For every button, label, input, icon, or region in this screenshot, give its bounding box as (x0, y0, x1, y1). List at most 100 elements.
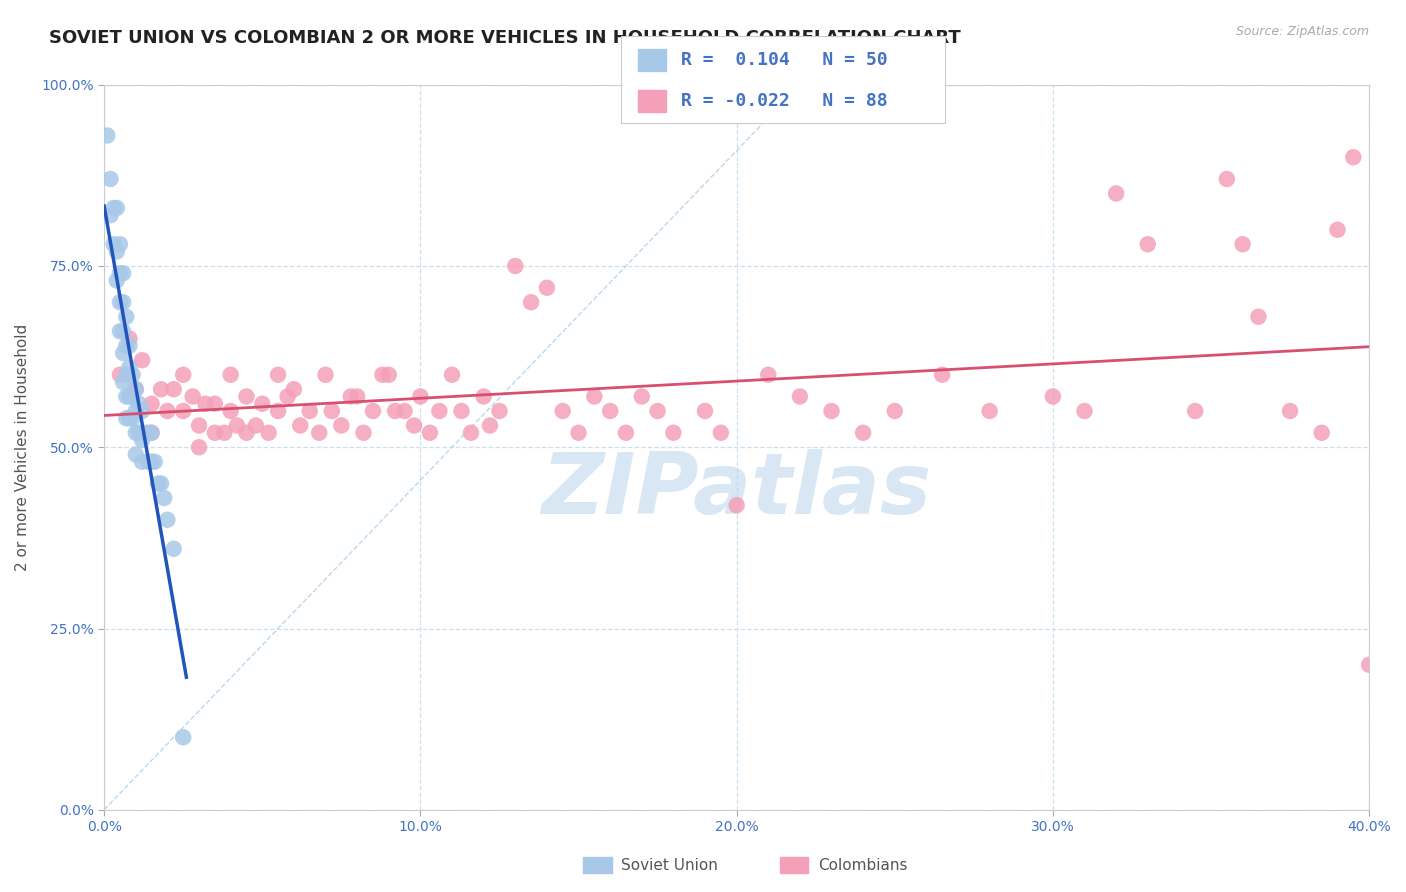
Point (125, 382, 148, 396)
Point (488, 404, 510, 418)
Point (143, 455, 166, 469)
Point (118, 339, 141, 353)
Point (153, 491, 176, 505)
Point (105, 201, 128, 215)
Point (290, 418, 312, 433)
Point (115, 339, 138, 353)
Point (204, 425, 226, 440)
Point (115, 310, 138, 324)
Point (1343, 150, 1365, 164)
Point (277, 389, 299, 403)
Point (378, 368, 401, 382)
Point (96, 128, 118, 143)
Point (330, 418, 353, 433)
Point (409, 389, 432, 403)
Point (105, 273, 128, 287)
Point (100, 208, 122, 222)
Point (614, 425, 637, 440)
Point (103, 237, 125, 252)
Point (108, 295, 131, 310)
Text: R = -0.022   N = 88: R = -0.022 N = 88 (681, 92, 887, 111)
Point (105, 244, 128, 259)
Point (121, 389, 143, 403)
Point (125, 425, 148, 440)
Point (630, 389, 652, 403)
Point (118, 411, 141, 425)
Point (419, 425, 441, 440)
Point (427, 404, 450, 418)
Point (520, 295, 543, 310)
Point (725, 498, 748, 512)
Point (283, 382, 305, 396)
Point (138, 455, 160, 469)
Point (321, 404, 343, 418)
Point (599, 404, 621, 418)
Point (172, 368, 194, 382)
Point (219, 368, 242, 382)
Point (1136, 237, 1159, 252)
Point (1232, 237, 1254, 252)
Point (128, 397, 150, 411)
Point (472, 389, 495, 403)
Point (141, 397, 163, 411)
Text: ZIPatlas: ZIPatlas (541, 450, 932, 533)
Point (308, 425, 330, 440)
Point (125, 382, 148, 396)
Point (188, 440, 211, 454)
Point (583, 389, 606, 403)
Point (662, 425, 685, 440)
Point (100, 172, 122, 186)
Point (112, 295, 135, 310)
Point (693, 404, 716, 418)
Point (118, 389, 141, 403)
Point (131, 353, 153, 368)
Point (710, 425, 733, 440)
Point (235, 389, 257, 403)
Point (267, 368, 290, 382)
Text: R =  0.104   N = 50: R = 0.104 N = 50 (681, 51, 887, 70)
Point (257, 425, 280, 440)
Point (536, 281, 558, 295)
Point (115, 411, 138, 425)
Point (112, 346, 135, 360)
Text: Colombians: Colombians (818, 858, 908, 872)
Point (103, 201, 125, 215)
Point (460, 425, 482, 440)
Point (267, 404, 290, 418)
Point (214, 425, 236, 440)
Point (204, 397, 226, 411)
Point (163, 382, 186, 396)
Point (384, 404, 406, 418)
Point (131, 455, 153, 469)
Point (1279, 404, 1302, 418)
Point (820, 404, 842, 418)
Point (789, 389, 811, 403)
Point (346, 389, 368, 403)
Point (478, 418, 501, 433)
Point (125, 448, 148, 462)
Text: Source: ZipAtlas.com: Source: ZipAtlas.com (1236, 25, 1369, 38)
Point (219, 404, 242, 418)
Point (115, 368, 138, 382)
Point (172, 731, 194, 745)
Point (1073, 404, 1095, 418)
Point (567, 425, 589, 440)
Point (1358, 657, 1381, 672)
Point (450, 404, 472, 418)
Point (979, 404, 1001, 418)
Y-axis label: 2 or more Vehicles in Household: 2 or more Vehicles in Household (15, 324, 30, 571)
Point (852, 425, 875, 440)
Point (125, 404, 148, 418)
Point (340, 389, 363, 403)
Point (163, 541, 186, 556)
Point (756, 368, 779, 382)
Point (150, 382, 173, 396)
Point (1247, 310, 1270, 324)
Text: Soviet Union: Soviet Union (621, 858, 718, 872)
Point (188, 418, 211, 433)
Point (108, 237, 131, 252)
Point (1105, 186, 1128, 201)
Point (315, 368, 337, 382)
Point (226, 418, 249, 433)
Point (172, 404, 194, 418)
